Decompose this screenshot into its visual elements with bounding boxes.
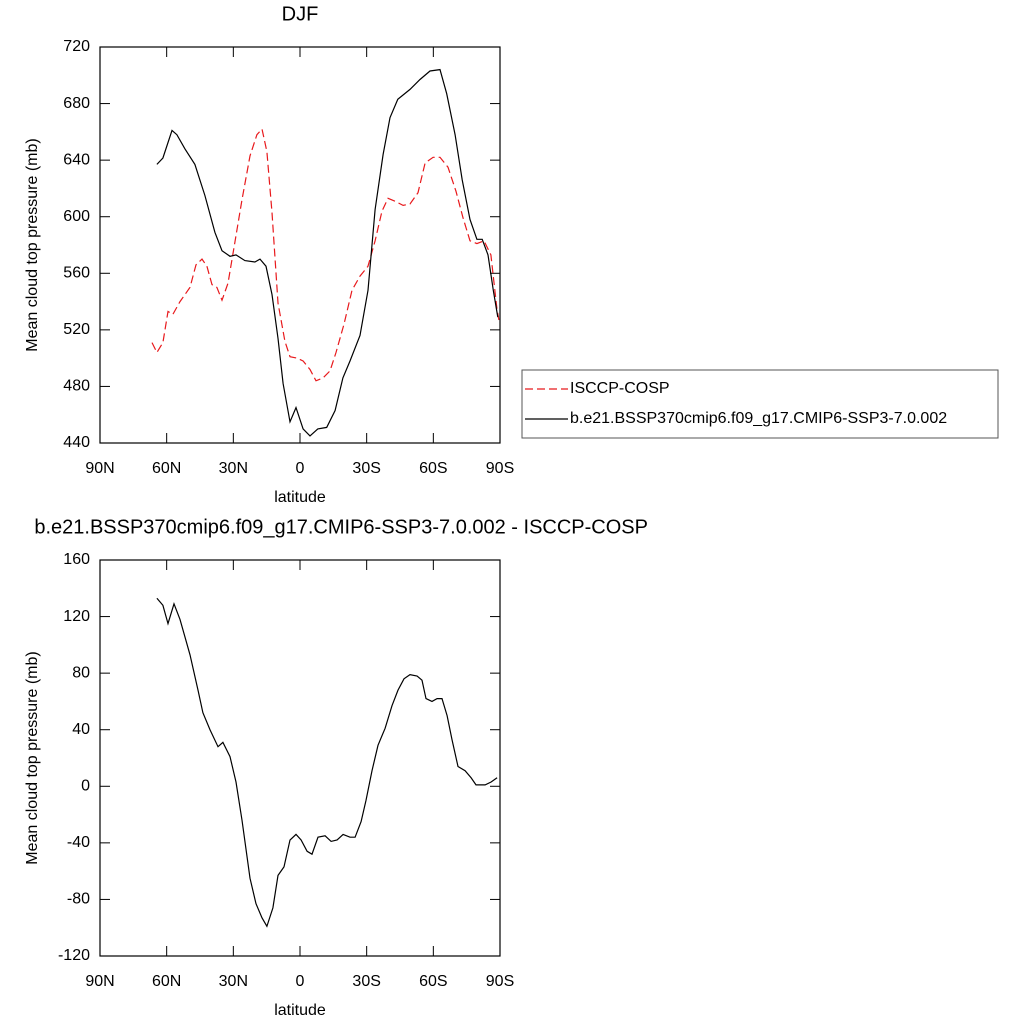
x-tick-label: 60S [419,973,447,990]
data-line [151,127,500,382]
x-tick-label: 60N [152,973,181,990]
data-line [156,68,499,437]
x-tick-label: 30N [219,973,248,990]
plot-frame [99,559,501,957]
x-tick-label: 0 [296,460,305,477]
y-tick-label: 480 [63,378,90,395]
x-tick-label: 60S [419,460,447,477]
y-tick-label: 0 [81,778,90,795]
y-tick-label: 600 [63,208,90,225]
data-line [156,597,498,928]
x-tick-label: 30N [219,460,248,477]
plot-frame [99,46,501,444]
x-tick-label: 0 [296,973,305,990]
chart-title: DJF [282,3,319,25]
y-tick-label: 160 [63,551,90,568]
x-axis-label: latitude [274,1002,326,1019]
y-tick-label: 40 [72,721,90,738]
x-tick-label: 60N [152,460,181,477]
x-tick-label: 90N [85,460,114,477]
y-tick-label: -120 [58,947,90,964]
y-tick-label: 80 [72,664,90,681]
y-tick-label: 560 [63,265,90,282]
y-tick-label: 640 [63,151,90,168]
x-tick-label: 90S [486,973,514,990]
y-axis-label: Mean cloud top pressure (mb) [24,651,41,864]
y-tick-label: 720 [63,38,90,55]
x-tick-label: 30S [352,973,380,990]
x-tick-label: 90N [85,973,114,990]
y-tick-label: 120 [63,608,90,625]
y-tick-label: -80 [67,891,90,908]
y-tick-label: 440 [63,434,90,451]
x-axis-label: latitude [274,489,326,506]
y-axis-label: Mean cloud top pressure (mb) [24,138,41,351]
y-tick-label: 680 [63,95,90,112]
legend-box [521,369,999,439]
chart-title: b.e21.BSSP370cmip6.f09_g17.CMIP6-SSP3-7.… [34,516,648,538]
x-tick-label: 30S [352,460,380,477]
legend-label: b.e21.BSSP370cmip6.f09_g17.CMIP6-SSP3-7.… [570,410,947,427]
legend-label: ISCCP-COSP [570,380,670,397]
y-tick-label: 520 [63,321,90,338]
y-tick-label: -40 [67,834,90,851]
x-tick-label: 90S [486,460,514,477]
